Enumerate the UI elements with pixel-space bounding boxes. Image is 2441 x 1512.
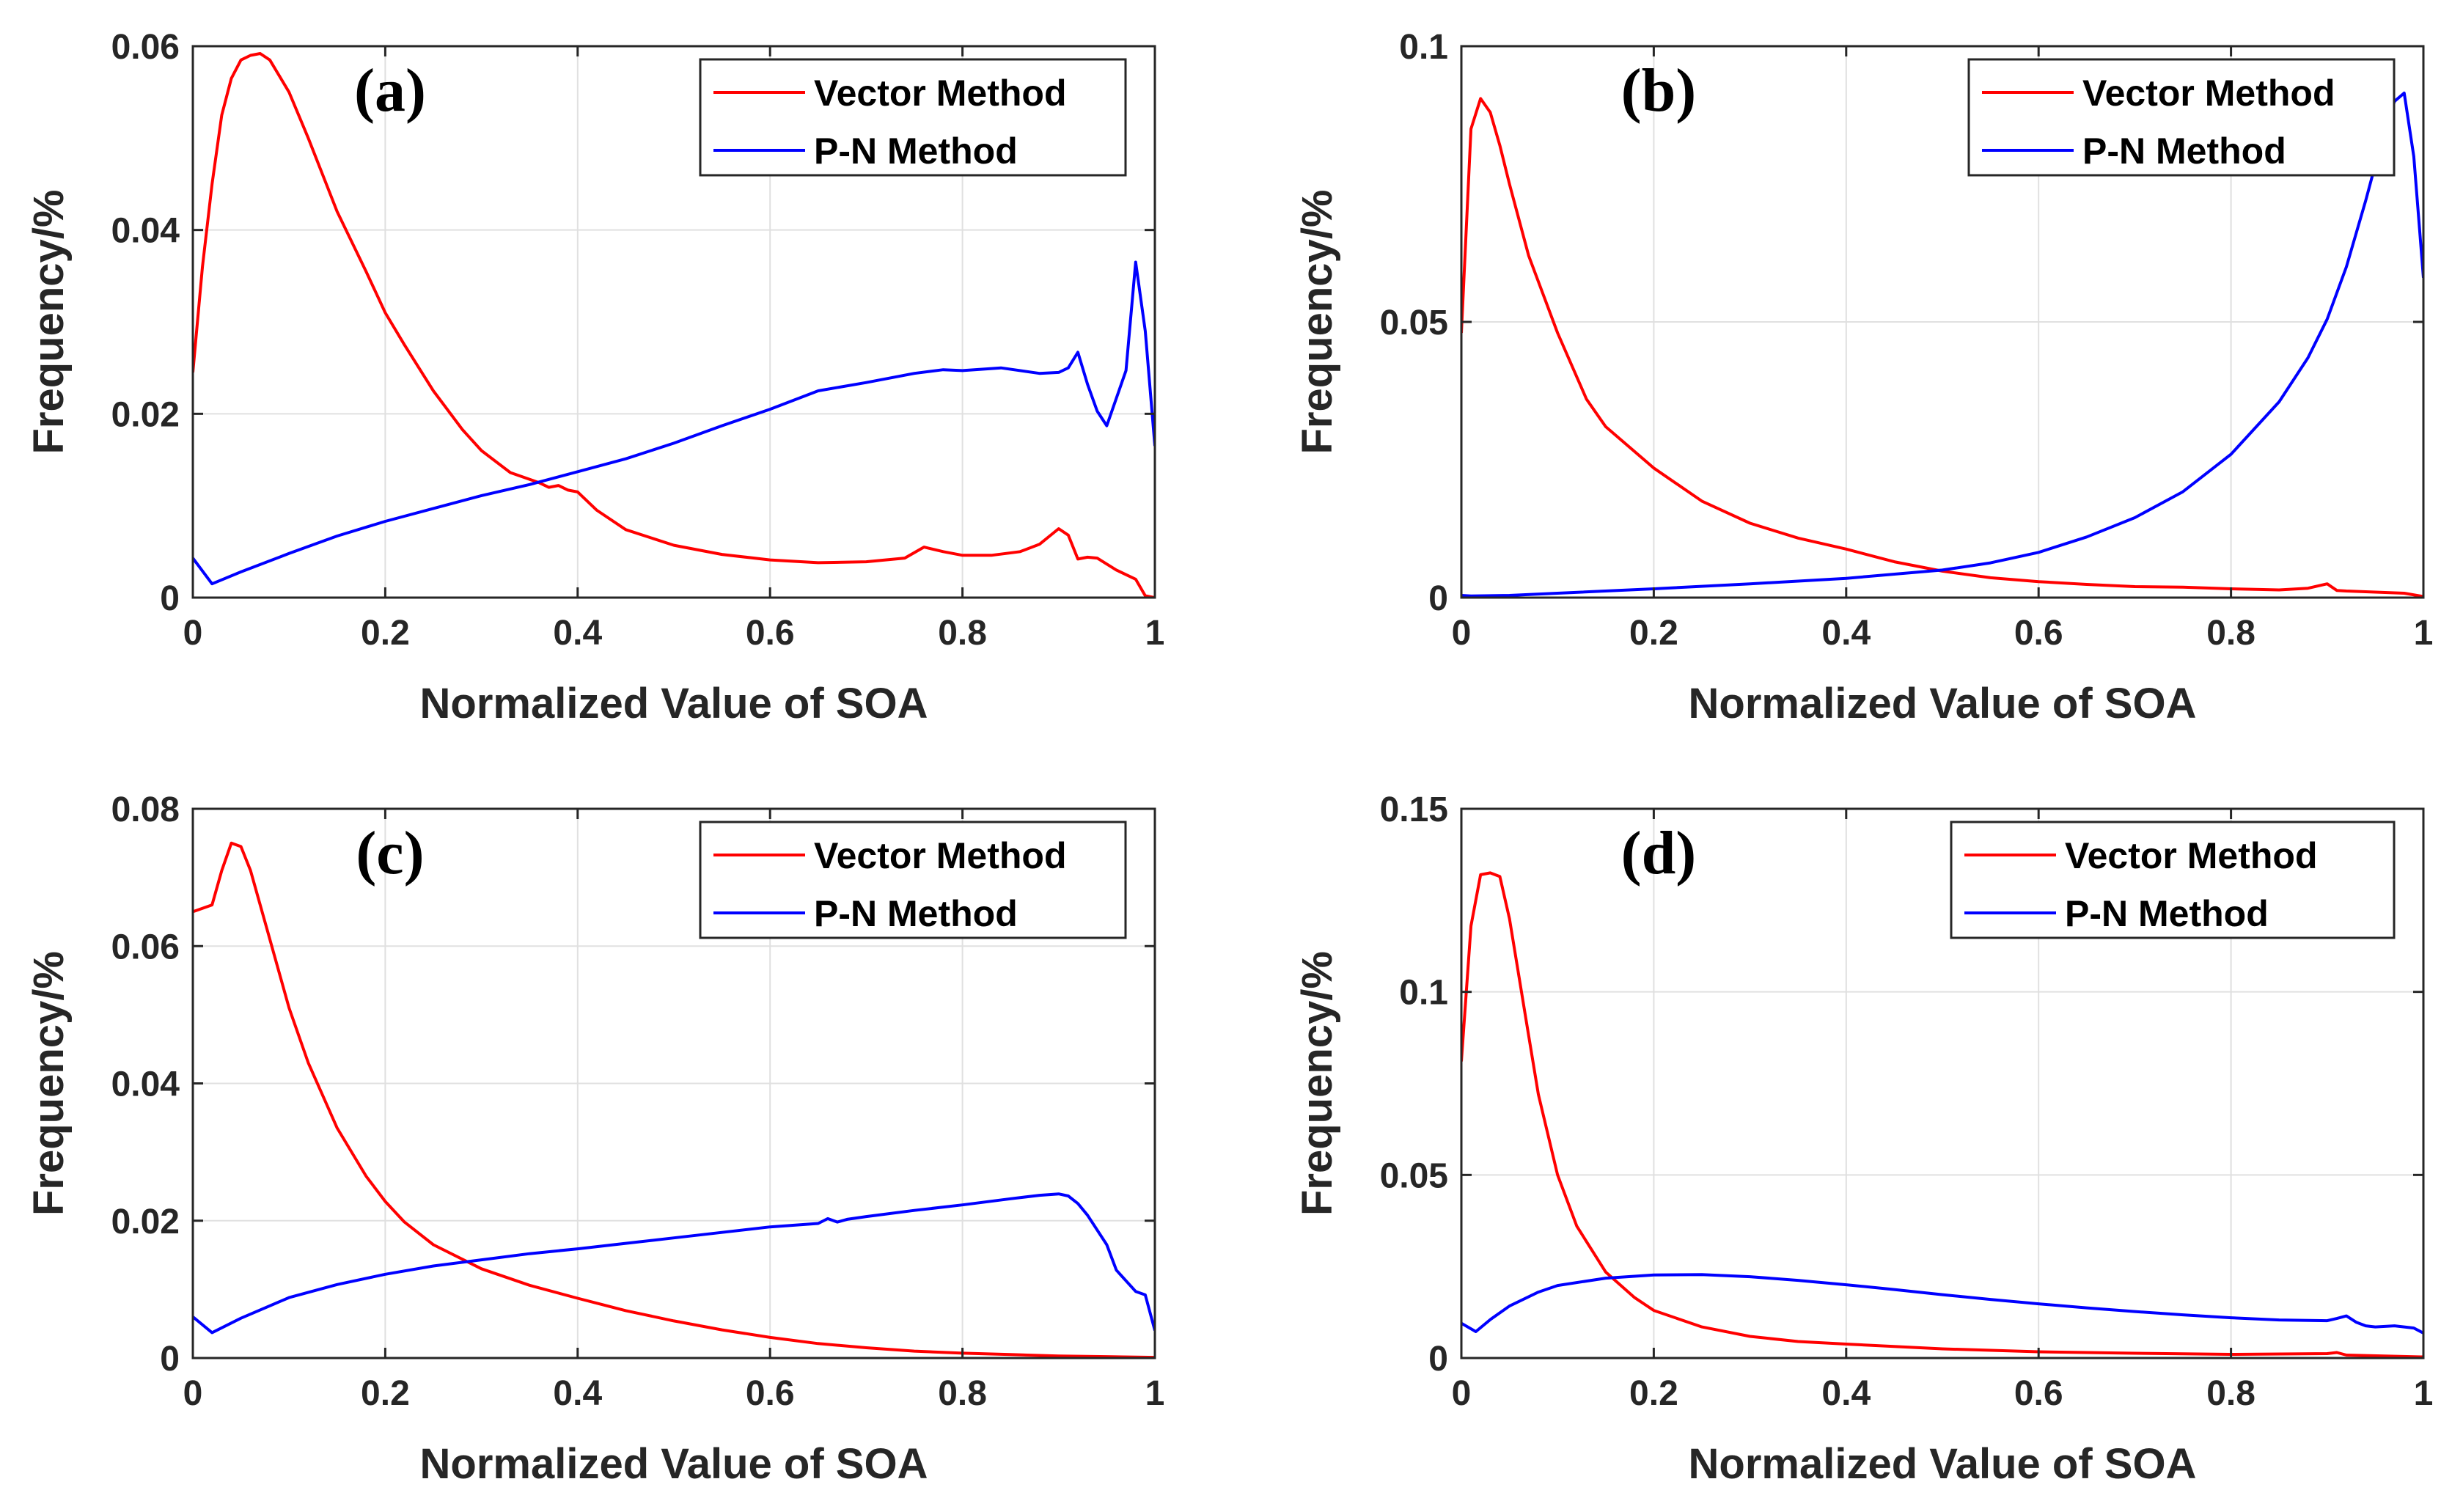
x-tick-label: 0.2 bbox=[361, 614, 410, 653]
x-tick-label: 0 bbox=[1452, 614, 1472, 653]
y-tick-label: 0 bbox=[160, 579, 180, 618]
x-tick-label: 1 bbox=[1145, 614, 1165, 653]
y-tick-label: 0.04 bbox=[111, 1065, 180, 1104]
y-tick-label: 0.1 bbox=[1399, 974, 1448, 1013]
series-group bbox=[1461, 871, 2423, 1358]
y-tick-label: 0.1 bbox=[1399, 28, 1448, 67]
axes-box bbox=[191, 45, 1156, 599]
panel-b: 0 0.2 0.4 0.6 0.8 1 0 0.05 0.1 Normalized Value o… bbox=[1293, 28, 2433, 727]
x-axis-label: Normalized Value of SOA bbox=[420, 1440, 928, 1488]
series-line-vector-method bbox=[1461, 871, 2423, 1358]
y-tick-label: 0 bbox=[160, 1340, 180, 1379]
x-tick-label: 0.6 bbox=[746, 1374, 795, 1413]
x-tick-label: 0.4 bbox=[553, 1374, 602, 1413]
legend-label: P-N Method bbox=[2065, 893, 2269, 934]
panel-label: (b) bbox=[1621, 56, 1697, 125]
y-tick-label: 0 bbox=[1428, 579, 1448, 618]
series-group bbox=[193, 52, 1155, 598]
legend-label: Vector Method bbox=[814, 835, 1066, 876]
y-tick-label: 0.04 bbox=[111, 212, 180, 251]
x-tick-label: 0 bbox=[1452, 1374, 1472, 1413]
x-tick-label: 0.2 bbox=[1629, 614, 1678, 653]
series-group bbox=[193, 841, 1155, 1358]
y-tick-label: 0.15 bbox=[1380, 790, 1448, 829]
x-tick-label: 0 bbox=[183, 1374, 203, 1413]
legend-box bbox=[1967, 58, 2396, 177]
panel-label: (d) bbox=[1621, 819, 1697, 887]
legend-label: P-N Method bbox=[814, 893, 1018, 934]
legend: Vector Method P-N Method bbox=[699, 821, 1127, 939]
x-tick-label: 0.4 bbox=[1821, 1374, 1871, 1413]
x-tick-label: 0.6 bbox=[2014, 614, 2063, 653]
y-tick-label: 0 bbox=[1428, 1340, 1448, 1379]
legend-box bbox=[1950, 821, 2396, 939]
y-tick-label: 0.05 bbox=[1380, 304, 1448, 342]
legend-box bbox=[699, 58, 1127, 177]
y-tick-label: 0.02 bbox=[111, 1203, 180, 1241]
legend: Vector Method P-N Method bbox=[699, 58, 1127, 177]
x-tick-label: 0.4 bbox=[553, 614, 602, 653]
y-axis-label: Frequency/% bbox=[25, 190, 73, 455]
y-axis-label: Frequency/% bbox=[1293, 190, 1341, 455]
x-axis-label: Normalized Value of SOA bbox=[1689, 680, 2197, 727]
y-tick-label: 0.06 bbox=[111, 28, 180, 67]
x-tick-label: 0.6 bbox=[2014, 1374, 2063, 1413]
y-tick-label: 0.05 bbox=[1380, 1156, 1448, 1195]
x-tick-label: 0.2 bbox=[361, 1374, 410, 1413]
legend-box bbox=[699, 821, 1127, 939]
x-tick-label: 1 bbox=[1145, 1374, 1165, 1413]
legend-label: Vector Method bbox=[2082, 73, 2335, 114]
series-line-vector-method bbox=[1461, 97, 2423, 598]
x-axis-label: Normalized Value of SOA bbox=[1689, 1440, 2197, 1488]
x-tick-label: 0 bbox=[183, 614, 203, 653]
x-tick-label: 0.8 bbox=[938, 614, 987, 653]
panel-d: 0 0.2 0.4 0.6 0.8 1 0 0.05 0.1 0.15 Normalized Val… bbox=[1293, 790, 2433, 1488]
series-line-p-n-method bbox=[193, 1192, 1155, 1335]
legend-label: P-N Method bbox=[814, 131, 1018, 172]
panel-a: 0 0.2 0.4 0.6 0.8 1 0 0.02 0.04 0.06 Normalized Va… bbox=[25, 28, 1164, 727]
legend-label: P-N Method bbox=[2082, 131, 2286, 172]
y-tick-label: 0.06 bbox=[111, 928, 180, 966]
y-axis-label: Frequency/% bbox=[1293, 951, 1341, 1216]
series-line-p-n-method bbox=[1461, 1273, 2423, 1335]
x-tick-label: 0.8 bbox=[2206, 614, 2255, 653]
x-tick-label: 0.2 bbox=[1629, 1374, 1678, 1413]
legend-label: Vector Method bbox=[814, 73, 1066, 114]
axes-box bbox=[1460, 807, 2425, 1359]
panel-label: (c) bbox=[356, 819, 424, 887]
x-tick-label: 0.8 bbox=[2206, 1374, 2255, 1413]
x-tick-label: 0.8 bbox=[938, 1374, 987, 1413]
x-tick-label: 1 bbox=[2414, 614, 2434, 653]
legend-label: Vector Method bbox=[2065, 835, 2317, 876]
series-line-vector-method bbox=[193, 841, 1155, 1358]
series-line-p-n-method bbox=[193, 260, 1155, 586]
legend: Vector Method P-N Method bbox=[1967, 58, 2396, 177]
x-tick-label: 0.6 bbox=[746, 614, 795, 653]
y-axis-label: Frequency/% bbox=[25, 951, 73, 1216]
y-tick-label: 0.08 bbox=[111, 790, 180, 829]
panel-c: 0 0.2 0.4 0.6 0.8 1 0 0.02 0.04 0.06 0.08 Normalize… bbox=[25, 790, 1164, 1488]
panel-label: (a) bbox=[354, 56, 426, 125]
x-axis-label: Normalized Value of SOA bbox=[420, 680, 928, 727]
x-tick-label: 1 bbox=[2414, 1374, 2434, 1413]
legend: Vector Method P-N Method bbox=[1950, 821, 2396, 939]
x-tick-label: 0.4 bbox=[1821, 614, 1871, 653]
series-line-vector-method bbox=[193, 52, 1155, 598]
y-tick-label: 0.02 bbox=[111, 395, 180, 434]
